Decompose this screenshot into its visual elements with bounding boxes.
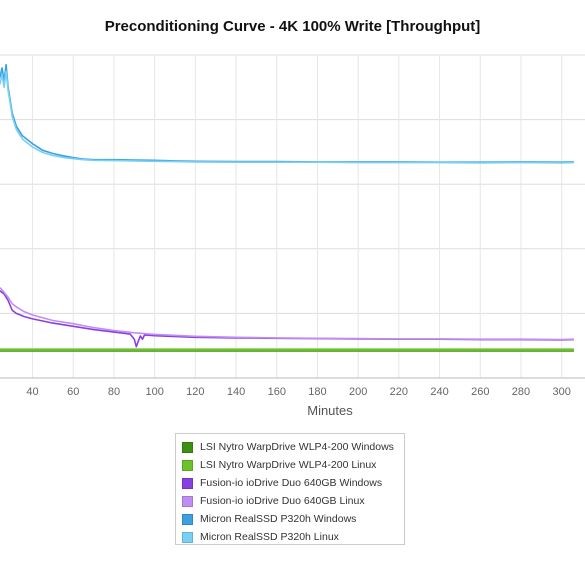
legend-item: Fusion-io ioDrive Duo 640GB Windows: [182, 474, 404, 492]
legend-item: Fusion-io ioDrive Duo 640GB Linux: [182, 492, 404, 510]
x-tick-label: 80: [108, 386, 120, 398]
x-tick-label: 240: [430, 386, 448, 398]
legend-item: Micron RealSSD P320h Linux: [182, 528, 404, 546]
legend: LSI Nytro WarpDrive WLP4-200 Windows LSI …: [175, 433, 405, 545]
chart-title: Preconditioning Curve - 4K 100% Write [T…: [104, 18, 481, 35]
legend-swatch: [182, 477, 193, 489]
x-tick-label: 200: [349, 386, 367, 398]
legend-item: LSI Nytro WarpDrive WLP4-200 Windows: [182, 438, 404, 456]
legend-swatch: [182, 495, 193, 507]
legend-label: LSI Nytro WarpDrive WLP4-200 Linux: [200, 459, 377, 471]
x-axis-label: Minutes: [307, 403, 353, 418]
x-tick-label: 160: [268, 386, 286, 398]
x-tick-label: 220: [390, 386, 408, 398]
x-tick-label: 180: [308, 386, 326, 398]
x-tick-label: 300: [552, 386, 570, 398]
x-tick-label: 100: [145, 386, 163, 398]
x-tick-label: 40: [26, 386, 38, 398]
x-tick-label: 280: [512, 386, 530, 398]
legend-swatch: [182, 531, 193, 543]
legend-label: Micron RealSSD P320h Linux: [200, 531, 339, 543]
legend-label: LSI Nytro WarpDrive WLP4-200 Windows: [200, 441, 394, 453]
legend-label: Fusion-io ioDrive Duo 640GB Windows: [200, 477, 383, 489]
x-tick-label: 60: [67, 386, 79, 398]
chart-plot-area: 40 60 80 100 120 140 160 180 200 220 240 260 280 300: [0, 54, 585, 398]
legend-item: Micron RealSSD P320h Windows: [182, 510, 404, 528]
legend-swatch: [182, 513, 193, 525]
x-tick-label: 140: [227, 386, 245, 398]
legend-item: LSI Nytro WarpDrive WLP4-200 Linux: [182, 456, 404, 474]
legend-swatch: [182, 459, 193, 471]
series-line-4: [0, 287, 574, 341]
legend-label: Micron RealSSD P320h Windows: [200, 513, 357, 525]
legend-label: Fusion-io ioDrive Duo 640GB Linux: [200, 495, 365, 507]
legend-swatch: [182, 441, 193, 453]
series-line-5: [0, 63, 574, 163]
grid: [0, 54, 585, 379]
x-tick-label: 260: [471, 386, 489, 398]
x-axis-ticks: 40 60 80 100 120 140 160 180 200 220 240 260 280 300: [26, 386, 570, 398]
series-lines: [0, 63, 574, 352]
x-tick-label: 120: [186, 386, 204, 398]
series-line-6: [0, 70, 574, 164]
